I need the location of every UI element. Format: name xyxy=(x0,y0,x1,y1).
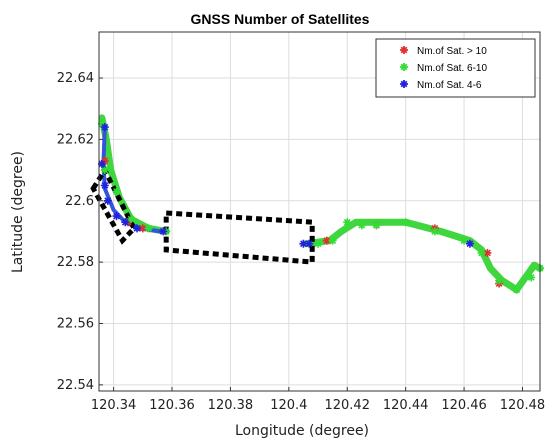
point-series-1 xyxy=(401,218,410,227)
x-axis-label: Longitude (degree) xyxy=(235,423,369,439)
plot-frame xyxy=(98,31,541,392)
point-series-1 xyxy=(527,273,536,282)
point-series-1 xyxy=(512,285,521,294)
point-series-2 xyxy=(103,196,112,205)
route-east-track xyxy=(302,218,544,294)
point-series-1 xyxy=(495,276,504,285)
legend: Nm.of Sat. > 10 Nm.of Sat. 6-10 Nm.of Sat.… xyxy=(375,38,536,98)
x-tick-label: 120.36 xyxy=(149,398,195,413)
point-series-1 xyxy=(313,239,323,248)
point-series-2 xyxy=(112,212,121,221)
y-tick-label: 22.54 xyxy=(57,378,94,393)
region-outline-2 xyxy=(163,210,315,265)
point-series-2 xyxy=(305,239,314,248)
y-tick-label: 22.58 xyxy=(57,255,94,270)
point-series-1 xyxy=(127,215,136,224)
y-axis-label: Latitude (degree) xyxy=(10,151,26,273)
y-tick-label: 22.56 xyxy=(57,316,94,331)
y-tick-label: 22.64 xyxy=(57,71,94,86)
satellite-markers xyxy=(97,120,545,294)
point-series-1 xyxy=(357,221,366,230)
axis-ticks: 120.34 120.36 120.38 120.4 120.42 120.44 120.4… xyxy=(57,71,545,413)
x-tick-label: 120.4 xyxy=(270,398,307,413)
legend-label-2: Nm.of Sat. 4-6 xyxy=(417,80,482,91)
point-series-1 xyxy=(100,166,109,175)
point-series-2 xyxy=(465,239,474,248)
x-tick-label: 120.42 xyxy=(324,398,370,413)
point-series-2 xyxy=(100,181,109,190)
point-series-2 xyxy=(97,159,106,168)
x-tick-label: 120.34 xyxy=(91,398,137,413)
point-series-1 xyxy=(460,236,469,245)
point-series-2 xyxy=(121,218,130,227)
point-series-1 xyxy=(144,224,153,233)
legend-marker-1 xyxy=(400,63,408,71)
point-series-1 xyxy=(430,227,439,236)
point-series-1 xyxy=(112,187,121,196)
chart-title: GNSS Number of Satellites xyxy=(191,11,370,27)
point-series-1 xyxy=(477,248,486,257)
region-outline-1 xyxy=(90,165,138,245)
point-series-2 xyxy=(100,123,109,132)
x-tick-label: 120.38 xyxy=(208,398,254,413)
region-outlines xyxy=(90,165,315,265)
point-series-2 xyxy=(132,224,142,233)
y-tick-label: 22.6 xyxy=(65,194,94,209)
x-tick-label: 120.46 xyxy=(441,398,487,413)
legend-label-1: Nm.of Sat. 6-10 xyxy=(417,63,487,74)
legend-label-0: Nm.of Sat. > 10 xyxy=(417,46,487,57)
point-series-2 xyxy=(159,227,168,236)
x-tick-label: 120.48 xyxy=(500,398,546,413)
x-tick-label: 120.44 xyxy=(383,398,429,413)
y-tick-label: 22.62 xyxy=(57,132,94,147)
point-series-1 xyxy=(343,218,352,227)
point-series-1 xyxy=(328,236,337,245)
legend-marker-0 xyxy=(400,46,408,54)
legend-marker-2 xyxy=(400,80,408,88)
point-series-1 xyxy=(372,221,381,230)
